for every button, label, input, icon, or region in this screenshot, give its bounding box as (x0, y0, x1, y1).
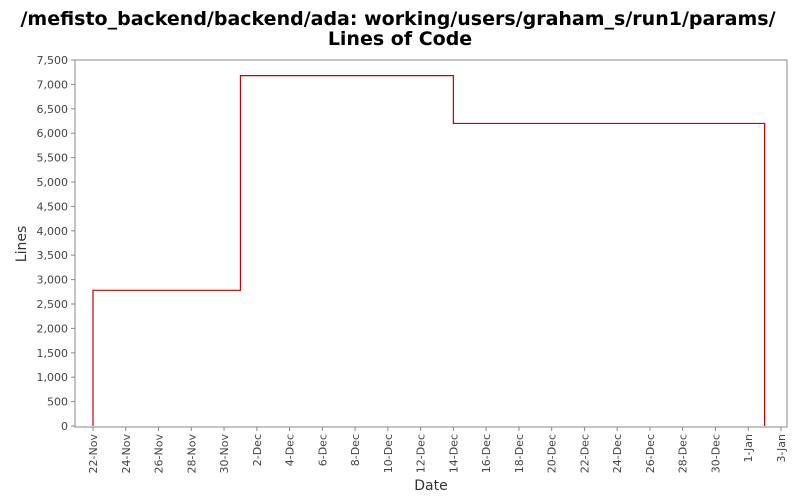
y-tick-label: 6,000 (37, 127, 69, 140)
x-tick-label: 18-Dec (513, 434, 526, 473)
x-tick-label: 4-Dec (284, 434, 297, 466)
x-tick-label: 2-Dec (251, 434, 264, 466)
chart-subtitle: Lines of Code (328, 28, 472, 50)
y-tick-label: 500 (47, 396, 68, 409)
series-line (92, 75, 766, 426)
x-tick-label: 28-Dec (677, 434, 690, 473)
x-tick-label: 20-Dec (546, 434, 559, 473)
x-tick-label: 12-Dec (415, 434, 428, 473)
y-axis-label: Lines (14, 226, 30, 262)
x-tick-label: 14-Dec (447, 434, 460, 473)
x-tick-label: 26-Nov (153, 434, 166, 474)
y-tick-label: 4,000 (37, 225, 69, 238)
x-tick-label: 22-Nov (87, 434, 100, 474)
y-tick-label: 1,000 (37, 371, 69, 384)
y-tick-label: 7,000 (37, 78, 69, 91)
x-tick-label: 30-Dec (709, 434, 722, 473)
y-tick-label: 5,000 (37, 176, 69, 189)
y-tick-label: 3,500 (37, 249, 69, 262)
x-tick-label: 16-Dec (480, 434, 493, 473)
y-tick-label: 6,500 (37, 103, 69, 116)
y-tick-label: 4,500 (37, 200, 69, 213)
x-tick-label: 28-Nov (185, 434, 198, 474)
x-tick-label: 8-Dec (349, 434, 362, 466)
x-tick-label: 22-Dec (578, 434, 591, 473)
x-tick-label: 6-Dec (316, 434, 329, 466)
x-axis: 22-Nov 24-Nov 26-Nov 28-Nov 30-Nov 2-Dec 4-Dec… (87, 427, 788, 473)
y-axis: 0 500 1,000 1,500 2,000 2,500 3,000 3,500 4,000 4… (37, 54, 75, 433)
x-tick-label: 1-Jan (742, 434, 755, 463)
plot-area (74, 59, 788, 428)
x-tick-label: 26-Dec (644, 434, 657, 473)
x-tick-label: 10-Dec (382, 434, 395, 473)
x-tick-label: 30-Nov (218, 434, 231, 474)
y-tick-label: 1,500 (37, 347, 69, 360)
x-tick-label: 24-Dec (611, 434, 624, 473)
y-tick-label: 2,000 (37, 322, 69, 335)
x-tick-label: 24-Nov (120, 434, 133, 474)
y-tick-label: 2,500 (37, 298, 69, 311)
x-tick-label: 3-Jan (775, 434, 788, 463)
y-tick-label: 3,000 (37, 274, 69, 287)
y-tick-label: 7,500 (37, 54, 69, 67)
y-tick-label: 0 (61, 420, 68, 433)
y-tick-label: 5,500 (37, 152, 69, 165)
series-layer (92, 75, 766, 426)
x-axis-label: Date (414, 478, 447, 494)
chart-title: /mefisto_backend/backend/ada: working/us… (20, 8, 775, 30)
